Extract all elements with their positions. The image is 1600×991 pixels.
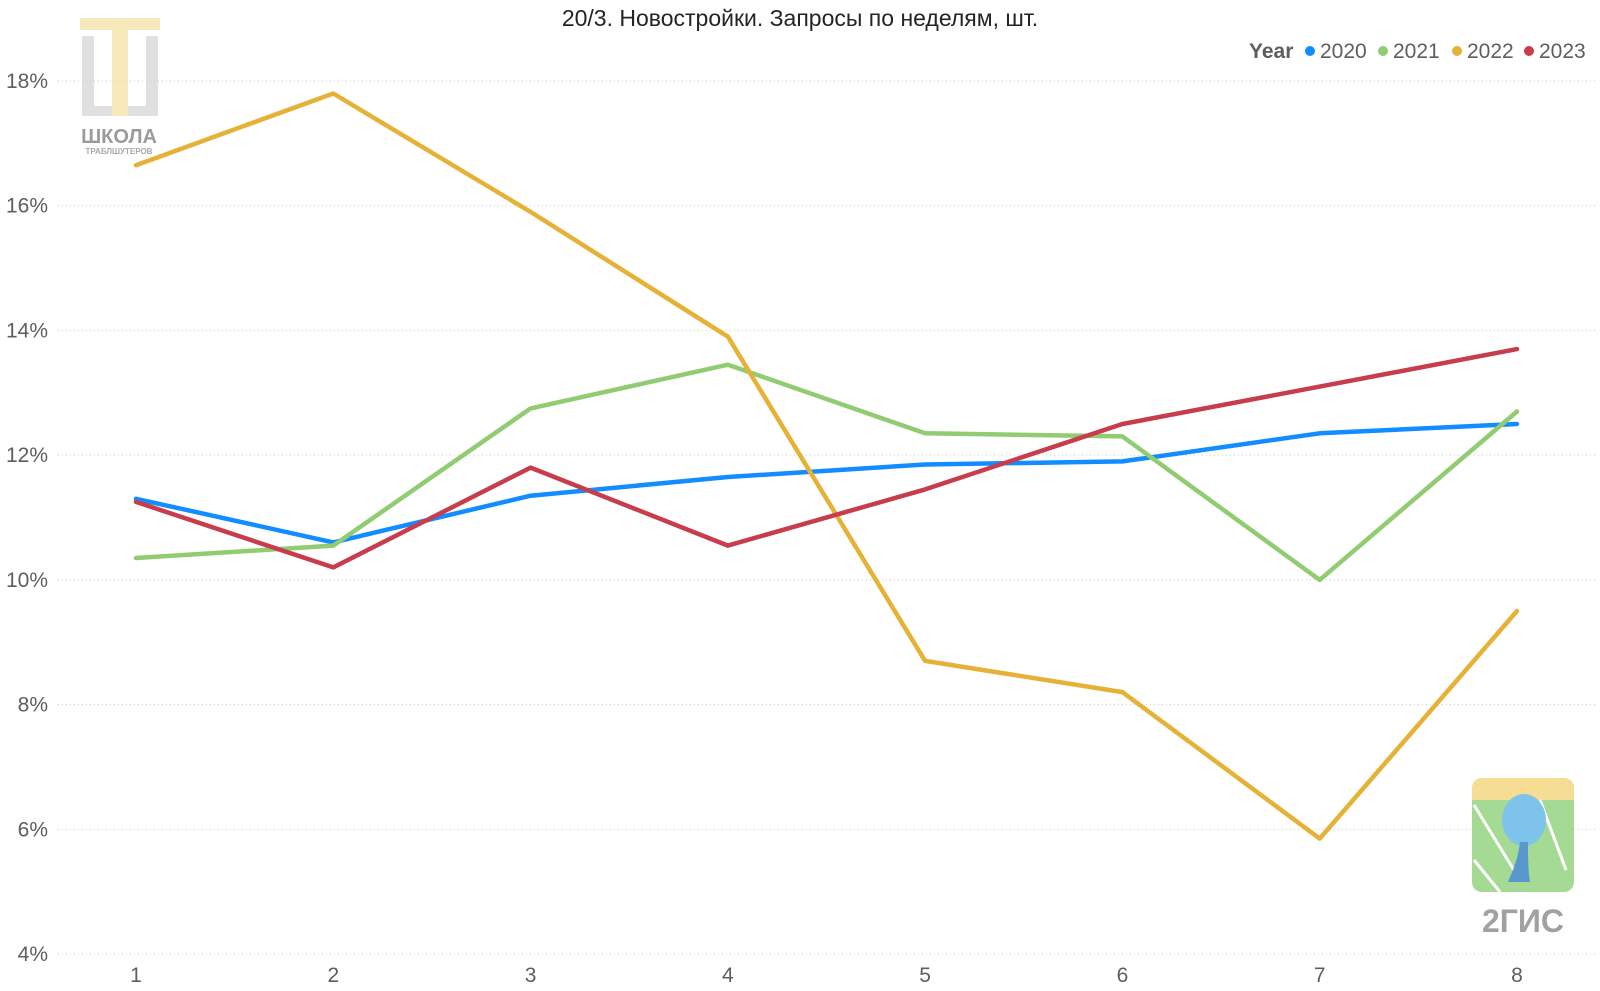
x-tick-label: 4 (722, 964, 734, 987)
x-tick-label: 6 (1117, 964, 1129, 987)
y-tick-label: 12% (6, 444, 48, 467)
school-logo-mark (80, 18, 160, 116)
x-tick-label: 5 (919, 964, 931, 987)
series-lines (133, 91, 1520, 841)
legend-label-2022: 2022 (1467, 40, 1514, 63)
gis-logo-text: 2ГИС (1482, 903, 1564, 939)
legend-label-2021: 2021 (1393, 40, 1440, 63)
series-line-2020 (133, 421, 1520, 545)
school-logo-line2: ТРАБЛШУТЕРОВ (86, 147, 153, 156)
legend-label-2020: 2020 (1320, 40, 1367, 63)
gridlines (58, 80, 1596, 955)
x-tick-label: 7 (1314, 964, 1326, 987)
chart-title: 20/3. Новостройки. Запросы по неделям, ш… (562, 5, 1038, 31)
x-tick-label: 2 (327, 964, 339, 987)
y-tick-label: 6% (18, 818, 48, 841)
y-axis: 4% 6% 8% 10% 12% 14% 16% 18% (6, 70, 48, 966)
legend-label-2023: 2023 (1539, 40, 1586, 63)
gis-logo: 2ГИС (1472, 778, 1574, 939)
x-axis: 1 2 3 4 5 6 7 8 (130, 964, 1523, 987)
y-tick-label: 16% (6, 195, 48, 218)
series-line-2021 (133, 362, 1520, 583)
series-line-2023 (133, 346, 1520, 570)
y-tick-label: 10% (6, 569, 48, 592)
legend-marker-2022 (1452, 46, 1462, 56)
y-tick-label: 18% (6, 70, 48, 93)
x-tick-label: 3 (525, 964, 537, 987)
gis-logo-pin (1502, 794, 1546, 846)
y-tick-label: 14% (6, 319, 48, 342)
legend-title: Year (1249, 40, 1293, 63)
gis-logo-top-band (1472, 778, 1574, 800)
x-tick-label: 8 (1511, 964, 1523, 987)
x-tick-label: 1 (130, 964, 142, 987)
y-tick-label: 4% (18, 943, 48, 966)
legend-marker-2021 (1378, 46, 1388, 56)
y-tick-label: 8% (18, 694, 48, 717)
legend: Year 2020 2021 2022 2023 (1249, 40, 1586, 63)
legend-marker-2023 (1524, 46, 1534, 56)
legend-marker-2020 (1305, 46, 1315, 56)
school-logo: ШКОЛА ТРАБЛШУТЕРОВ (80, 18, 160, 156)
series-line-2022 (133, 91, 1520, 841)
school-logo-line1: ШКОЛА (81, 126, 157, 148)
